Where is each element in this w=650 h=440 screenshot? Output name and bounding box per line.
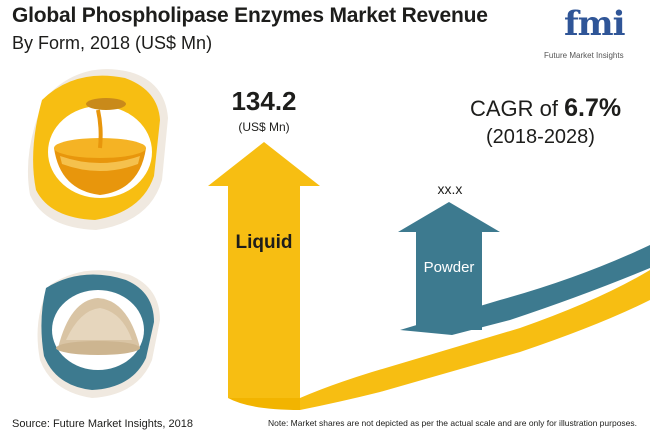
growth-ribbon (300, 270, 650, 410)
bar-liquid (208, 142, 320, 410)
data-unit-liquid: (US$ Mn) (238, 120, 290, 134)
bar-powder (398, 202, 500, 330)
cagr-prefix: CAGR of (470, 96, 565, 121)
bar-label-powder: Powder (424, 259, 475, 276)
logo-tagline: Future Market Insights (544, 51, 624, 60)
powder-pile-icon (56, 298, 140, 355)
data-label-liquid: 134.2 (231, 86, 297, 116)
chart-subtitle: By Form, 2018 (US$ Mn) (12, 33, 213, 53)
data-label-powder: xx.x (437, 181, 463, 197)
logo-brand: fmi (564, 4, 626, 44)
bar-label-liquid: Liquid (236, 232, 293, 253)
honey-bowl-icon (54, 98, 146, 195)
fmi-logo: fmi Future Market Insights (530, 4, 642, 66)
cagr-text: CAGR of 6.7% (470, 94, 621, 123)
cagr-value: 6.7% (564, 94, 622, 122)
chart-title: Global Phospholipase Enzymes Market Reve… (12, 4, 488, 27)
cagr-period: (2018-2028) (486, 126, 595, 148)
footnote-text: Note: Market shares are not depicted as … (268, 418, 638, 428)
source-text: Source: Future Market Insights, 2018 (12, 418, 193, 430)
